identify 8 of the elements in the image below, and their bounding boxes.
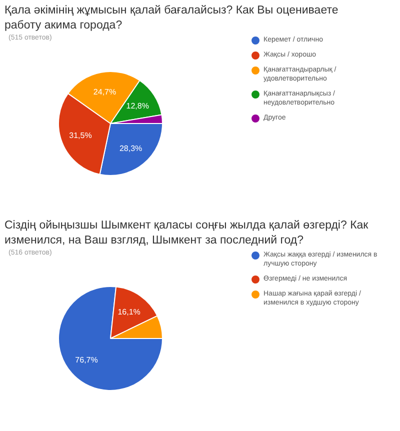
data-label: 28,3% (119, 144, 142, 154)
data-label: 76,7% (75, 356, 98, 365)
chart-title: Қала әкімінің жұмысын қалай бағалайсыз? Как Вы оцениваете работу акима города? (4, 4, 338, 32)
data-label: 24,7% (93, 87, 116, 96)
data-label: 31,5% (69, 130, 92, 140)
data-label: 12,8% (126, 102, 149, 111)
chart-title: Сіздің ойыңызшы Шымкент қаласы соңғы жылда қалай өзгерді? Как изменился, на Ваш взгляд, Шымкент за последний год? (4, 220, 370, 246)
data-label: 16,1% (118, 308, 140, 317)
